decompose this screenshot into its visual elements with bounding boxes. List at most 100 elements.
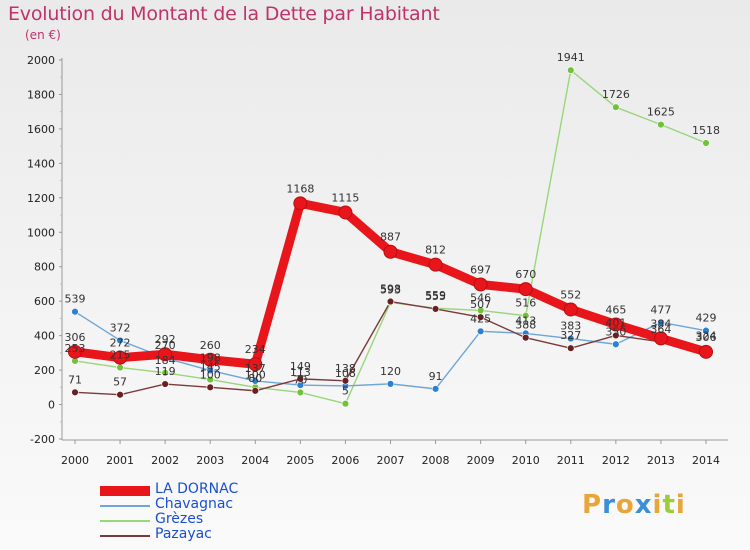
data-label: 184 <box>155 354 176 367</box>
data-label: 198 <box>200 351 221 364</box>
data-label: 670 <box>515 268 536 281</box>
y-tick-label: 2000 <box>27 54 55 67</box>
data-label: 145 <box>200 361 221 374</box>
data-label: 71 <box>68 373 82 386</box>
data-label: 57 <box>113 376 127 389</box>
data-label: 100 <box>245 368 266 381</box>
legend-label: Chavagnac <box>155 496 234 512</box>
data-point <box>383 244 398 259</box>
data-label: 559 <box>425 289 446 302</box>
data-point <box>612 340 620 348</box>
data-point <box>161 380 169 388</box>
x-tick-label: 2006 <box>331 454 359 467</box>
data-label: 546 <box>470 291 491 304</box>
data-label: 477 <box>650 303 671 316</box>
data-point <box>206 375 214 384</box>
data-label: 1726 <box>602 88 630 101</box>
chart-title: Evolution du Montant de la Dette par Hab… <box>8 3 440 25</box>
data-label: 149 <box>290 360 311 373</box>
data-point <box>699 344 713 359</box>
data-point <box>657 120 665 129</box>
legend-label: Pazayac <box>155 526 212 542</box>
logo-letter: x <box>634 490 653 520</box>
logo-letter: i <box>652 490 663 520</box>
data-point <box>612 331 620 340</box>
data-label: 270 <box>155 339 176 352</box>
data-point <box>296 375 305 383</box>
data-label: 413 <box>515 314 536 327</box>
data-point <box>518 282 533 297</box>
data-label: 292 <box>155 333 176 346</box>
data-point <box>251 387 259 395</box>
data-point <box>567 334 575 343</box>
x-tick-label: 2001 <box>106 454 134 467</box>
data-label: 108 <box>335 367 356 380</box>
data-point <box>71 388 79 397</box>
x-tick-label: 2014 <box>692 454 720 467</box>
data-label: 383 <box>560 320 581 333</box>
data-label: 327 <box>560 329 581 342</box>
data-label: 70 <box>293 373 307 386</box>
data-point <box>612 103 620 111</box>
data-label: 119 <box>155 365 176 378</box>
logo-letter: i <box>675 490 686 520</box>
data-label: 1625 <box>647 106 675 119</box>
data-point <box>567 66 575 74</box>
legend-swatch <box>100 535 150 537</box>
data-label: 113 <box>290 366 311 379</box>
data-label: 253 <box>65 342 86 355</box>
data-label: 91 <box>429 370 443 383</box>
data-point <box>116 391 124 399</box>
data-label: 272 <box>110 337 131 350</box>
data-point <box>702 139 710 147</box>
data-point <box>386 380 395 388</box>
data-label: 539 <box>65 293 86 306</box>
y-tick-label: 1200 <box>27 192 55 205</box>
legend-label: Grèzes <box>155 511 204 527</box>
y-tick-label: 1400 <box>27 157 55 170</box>
proxiti-logo: Proxiti <box>582 490 686 520</box>
data-label: 138 <box>335 362 356 375</box>
data-label: 1168 <box>286 182 314 195</box>
x-tick-label: 2012 <box>602 454 630 467</box>
y-tick-label: -200 <box>30 433 55 446</box>
data-point <box>158 347 173 362</box>
y-tick-label: 0 <box>48 399 55 412</box>
data-label: 465 <box>605 303 626 316</box>
legend-swatch <box>100 486 150 496</box>
legend-label: LA DORNAC <box>155 481 239 497</box>
data-point <box>203 352 218 367</box>
data-label: 388 <box>515 319 536 332</box>
data-label: 429 <box>696 312 717 325</box>
data-label: 372 <box>110 321 131 334</box>
data-point <box>473 277 488 292</box>
data-label: 350 <box>605 325 626 338</box>
data-label: 324 <box>696 330 717 343</box>
data-point <box>68 344 82 359</box>
data-label: 887 <box>380 231 401 244</box>
data-point <box>113 350 128 365</box>
data-point <box>431 385 440 393</box>
y-tick-label: 200 <box>34 364 55 377</box>
data-label: 401 <box>605 316 626 329</box>
data-point <box>338 205 353 220</box>
data-point <box>251 377 259 385</box>
chart-unit-label: (en €) <box>25 28 61 42</box>
data-label: 516 <box>515 297 536 310</box>
data-point <box>206 366 214 375</box>
data-label: 593 <box>380 283 401 296</box>
y-tick-label: 600 <box>34 295 55 308</box>
data-point <box>428 257 443 272</box>
data-label: 507 <box>470 298 491 311</box>
data-point <box>567 344 575 352</box>
logo-letter: o <box>615 490 635 520</box>
x-tick-label: 2002 <box>151 454 179 467</box>
data-label: 234 <box>245 343 266 356</box>
x-tick-label: 2008 <box>422 454 450 467</box>
data-point <box>161 369 169 377</box>
data-label: 384 <box>650 317 671 330</box>
data-point <box>296 388 305 397</box>
data-point <box>341 399 350 408</box>
data-point <box>476 313 485 321</box>
